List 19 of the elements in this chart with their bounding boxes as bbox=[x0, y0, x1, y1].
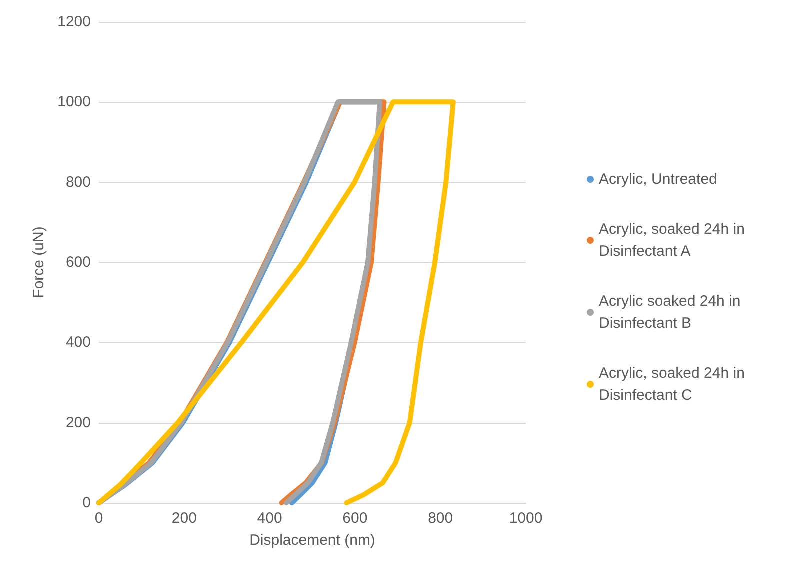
x-axis-title: Displacement (nm) bbox=[250, 532, 376, 549]
x-tick-label: 0 bbox=[94, 510, 104, 527]
x-tick-label: 600 bbox=[342, 510, 368, 527]
y-tick-label: 1000 bbox=[58, 94, 91, 111]
x-tick-label: 1000 bbox=[509, 510, 543, 527]
y-tick-label: 600 bbox=[66, 254, 91, 271]
y-tick-label: 200 bbox=[66, 414, 91, 432]
y-tick-label: 0 bbox=[82, 494, 91, 512]
x-tick-label: 400 bbox=[257, 510, 282, 527]
legend-label: Acrylic, soaked 24h in Disinfectant A bbox=[599, 221, 750, 260]
x-tick-label: 200 bbox=[172, 510, 197, 527]
legend-label: Acrylic soaked 24h in Disinfectant B bbox=[599, 293, 745, 332]
y-tick-label: 400 bbox=[66, 334, 91, 352]
x-tick-label: 800 bbox=[428, 510, 454, 527]
legend-label: Acrylic, Untreated bbox=[599, 171, 718, 188]
legend-label: Acrylic, soaked 24h in Disinfectant C bbox=[599, 365, 750, 404]
y-tick-label: 800 bbox=[66, 174, 91, 191]
y-tick-label: 1200 bbox=[58, 14, 91, 30]
y-axis-title: Force (uN) bbox=[30, 226, 48, 298]
